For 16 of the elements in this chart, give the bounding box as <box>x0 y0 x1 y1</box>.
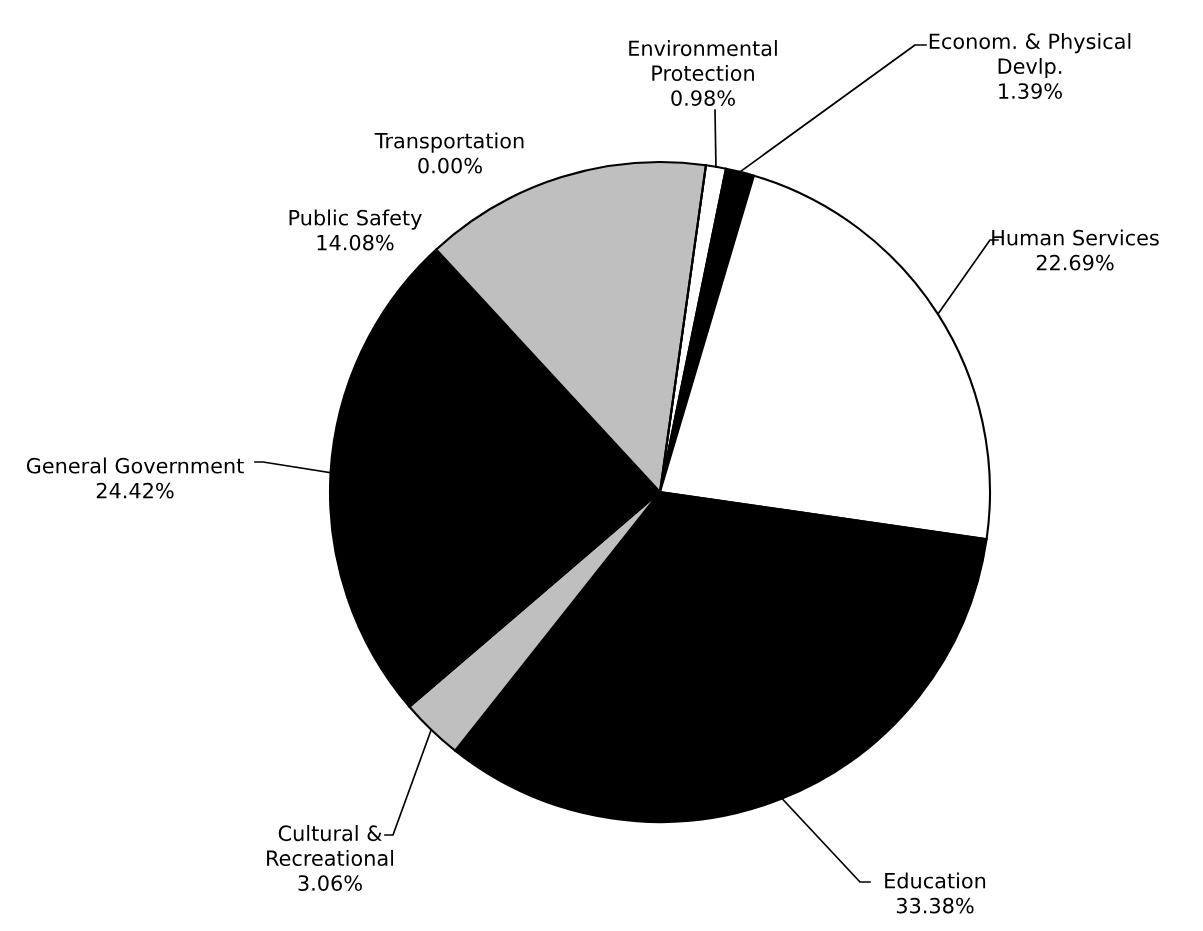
data-label: 1.39% <box>999 83 1062 99</box>
data-label: 33.38% <box>896 897 974 914</box>
slice-label: Education <box>885 872 986 889</box>
data-label: 3.06% <box>298 875 362 891</box>
slice-label: Cultural & Recreational <box>267 825 394 867</box>
slice-label: Econom. & Physical Devlp. <box>929 33 1131 79</box>
data-label: 22.69% <box>1036 254 1114 271</box>
slice-label: General Government <box>26 457 244 474</box>
category-label: Transportation <box>374 132 524 153</box>
data-label: 0.98% <box>671 90 735 106</box>
slice-label: Human Services <box>992 229 1159 246</box>
slice-label: Environmental Protection <box>629 40 777 82</box>
data-label: 14.08% <box>317 234 394 251</box>
data-label: 24.42% <box>96 482 174 499</box>
text: 0.00% <box>418 157 482 174</box>
slice-label: Public Safety <box>289 209 422 230</box>
